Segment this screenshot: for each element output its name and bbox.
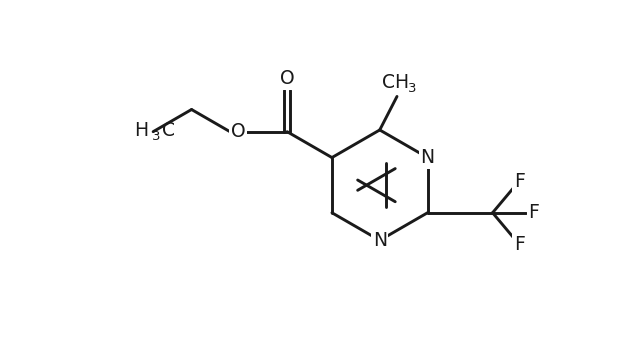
- Text: C: C: [162, 121, 175, 140]
- Text: O: O: [280, 69, 294, 88]
- Text: 3: 3: [152, 130, 161, 143]
- Text: H: H: [134, 121, 148, 140]
- Text: 3: 3: [408, 82, 416, 95]
- Text: N: N: [420, 148, 435, 167]
- Text: F: F: [529, 203, 540, 222]
- Text: F: F: [514, 235, 525, 254]
- Text: N: N: [372, 231, 387, 250]
- Text: F: F: [514, 171, 525, 190]
- Text: O: O: [230, 122, 245, 141]
- Text: CH: CH: [383, 73, 410, 92]
